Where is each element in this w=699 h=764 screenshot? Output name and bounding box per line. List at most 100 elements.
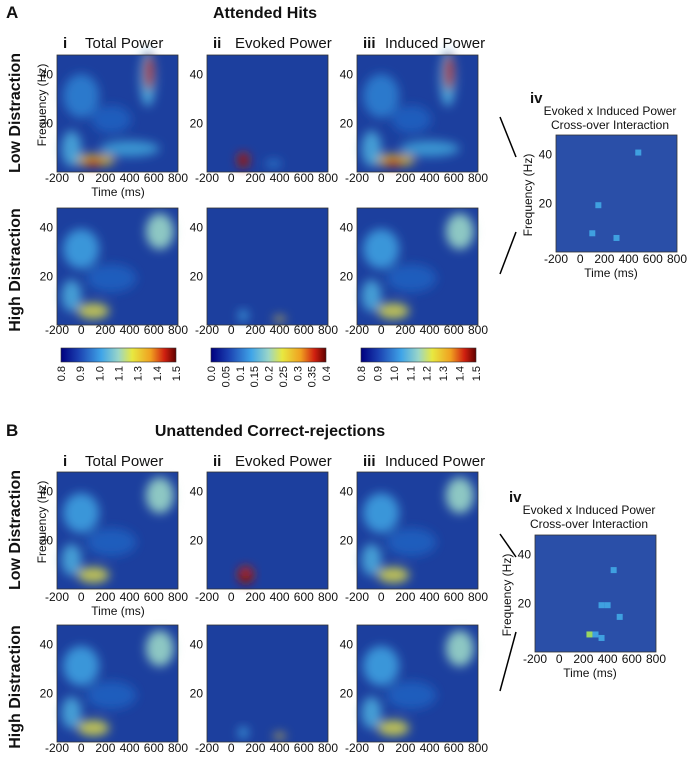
- x-tick-label: 400: [270, 171, 290, 185]
- interaction-map: [555, 134, 678, 253]
- x-tick-label: -200: [195, 323, 219, 337]
- x-tick-label: 400: [270, 590, 290, 604]
- interaction-pixel: [613, 234, 620, 241]
- y-tick-label: 20: [340, 686, 354, 700]
- heatmap-blob: [383, 158, 404, 167]
- heatmap-blob: [77, 302, 110, 319]
- heatmap-blob: [363, 492, 400, 533]
- colorbar-tick-label: 1.0: [94, 366, 106, 381]
- heatmap-blob: [143, 54, 154, 91]
- heatmap-blob: [83, 158, 104, 167]
- heatmap-blob: [99, 140, 160, 157]
- x-tick-label: -200: [195, 741, 219, 755]
- x-tick-label: 0: [378, 590, 385, 604]
- colorbar-tick-label: 0.8: [356, 366, 368, 381]
- x-tick-label: 0: [577, 252, 584, 266]
- heatmap-frame: [56, 207, 179, 326]
- x-tick-label: 200: [245, 171, 265, 185]
- heatmap-blob: [86, 681, 137, 710]
- heatmap-frame: [56, 624, 179, 743]
- heatmap-frame: [356, 624, 479, 743]
- x-tick-label: 0: [78, 741, 85, 755]
- y-tick-label: 20: [518, 596, 532, 610]
- x-tick-label: 0: [228, 323, 235, 337]
- heatmap-blobs: [361, 213, 474, 319]
- x-tick-label: 400: [270, 323, 290, 337]
- heatmap-blobs: [361, 630, 474, 736]
- x-tick-label: 800: [318, 171, 338, 185]
- heatmap-blob: [399, 140, 460, 157]
- heatmap-frame: [206, 471, 329, 590]
- interaction-numeral: iv: [530, 90, 543, 107]
- column-numeral: iii: [363, 453, 376, 470]
- heatmap-blob: [86, 528, 137, 557]
- row-label: Low Distraction: [7, 470, 24, 590]
- x-tick-label: 600: [294, 590, 314, 604]
- x-tick-label: 400: [420, 171, 440, 185]
- x-tick-label: -200: [45, 590, 69, 604]
- y-tick-label: 20: [190, 533, 204, 547]
- heatmap-blob: [361, 130, 382, 167]
- x-tick-label: 800: [468, 171, 488, 185]
- heatmap-blob: [391, 105, 432, 134]
- x-tick-label: -200: [195, 590, 219, 604]
- y-tick-label: 40: [340, 68, 354, 82]
- interaction-pixel: [598, 634, 605, 641]
- interaction-pixel: [610, 567, 617, 574]
- x-tick-label: 200: [573, 652, 593, 666]
- heatmap-frame: [56, 54, 179, 173]
- x-tick-label: -200: [45, 741, 69, 755]
- x-tick-label: 800: [168, 323, 188, 337]
- heatmap-blob: [61, 696, 82, 729]
- column-title: Evoked Power: [235, 453, 332, 470]
- x-tick-label: 800: [318, 323, 338, 337]
- x-axis-label: Time (ms): [563, 666, 617, 680]
- x-tick-label: 800: [168, 171, 188, 185]
- column-title: Evoked Power: [235, 35, 332, 52]
- y-tick-label: 40: [340, 221, 354, 235]
- interaction-pixel: [616, 613, 623, 620]
- colorbar-tick-label: 0.0: [206, 366, 218, 381]
- interaction-pixel: [592, 631, 599, 638]
- x-tick-label: 600: [144, 741, 164, 755]
- heatmap-blob: [445, 213, 474, 250]
- column-title: Induced Power: [385, 35, 485, 52]
- x-tick-label: 600: [444, 323, 464, 337]
- heatmap-blob: [63, 645, 100, 686]
- interaction-pixel: [595, 202, 602, 209]
- heatmap-blob: [363, 73, 400, 118]
- colorbar-tick-label: 0.25: [278, 366, 290, 387]
- x-tick-label: 0: [378, 323, 385, 337]
- interaction-pixel: [604, 602, 611, 609]
- x-axis-label: Time (ms): [91, 185, 145, 199]
- heatmap-frame: [56, 471, 179, 590]
- heatmap-blobs: [361, 50, 460, 167]
- heatmap-blobs: [61, 213, 174, 319]
- interaction-numeral: iv: [509, 489, 522, 506]
- panel-title: Unattended Correct-rejections: [155, 423, 385, 440]
- heatmap-blob: [361, 279, 382, 312]
- heatmap-blob: [265, 159, 282, 168]
- interaction-pixel: [635, 149, 642, 156]
- heatmap-blob: [361, 696, 382, 729]
- x-tick-label: -200: [345, 741, 369, 755]
- y-tick-label: 40: [190, 68, 204, 82]
- x-tick-label: -200: [345, 590, 369, 604]
- x-tick-label: -200: [345, 171, 369, 185]
- heatmap-bg: [207, 208, 328, 325]
- heatmap-blob: [238, 726, 249, 739]
- x-tick-label: 400: [120, 171, 140, 185]
- heatmap-blob: [386, 528, 437, 557]
- heatmap-bg: [207, 472, 328, 589]
- y-tick-label: 40: [340, 638, 354, 652]
- x-tick-label: 800: [646, 652, 666, 666]
- x-tick-label: 800: [468, 323, 488, 337]
- heatmap-frame: [206, 54, 329, 173]
- heatmap-frame: [356, 207, 479, 326]
- heatmap-blob: [63, 492, 100, 533]
- interaction-subtitle: Cross-over Interaction: [551, 118, 669, 132]
- heatmap-blob: [145, 213, 174, 250]
- colorbar-tick-label: 1.2: [422, 366, 434, 381]
- x-tick-label: 600: [444, 590, 464, 604]
- x-tick-label: 0: [228, 590, 235, 604]
